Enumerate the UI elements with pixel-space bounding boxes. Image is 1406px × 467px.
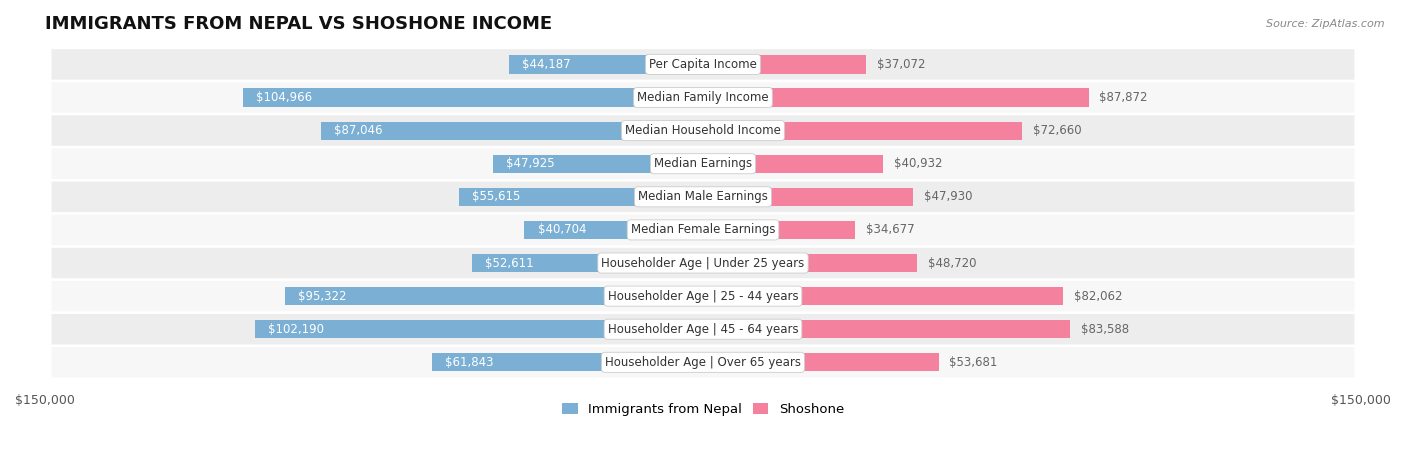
FancyBboxPatch shape — [52, 149, 1354, 179]
Text: $40,704: $40,704 — [537, 223, 586, 236]
Bar — [703, 155, 883, 173]
Bar — [703, 221, 855, 239]
Text: Per Capita Income: Per Capita Income — [650, 58, 756, 71]
Text: $48,720: $48,720 — [928, 256, 976, 269]
Text: Median Household Income: Median Household Income — [626, 124, 780, 137]
Text: $83,588: $83,588 — [1081, 323, 1129, 336]
Bar — [321, 121, 703, 140]
Text: Median Family Income: Median Family Income — [637, 91, 769, 104]
Bar — [703, 188, 914, 206]
Bar — [703, 287, 1063, 305]
Text: $61,843: $61,843 — [444, 356, 494, 369]
Bar — [703, 55, 866, 73]
Text: Median Male Earnings: Median Male Earnings — [638, 191, 768, 203]
Text: Median Female Earnings: Median Female Earnings — [631, 223, 775, 236]
Text: $47,930: $47,930 — [924, 191, 973, 203]
Text: Householder Age | Over 65 years: Householder Age | Over 65 years — [605, 356, 801, 369]
Bar — [492, 155, 703, 173]
Bar — [703, 254, 917, 272]
Text: $52,611: $52,611 — [485, 256, 534, 269]
Text: $87,872: $87,872 — [1099, 91, 1147, 104]
FancyBboxPatch shape — [52, 182, 1354, 212]
Text: $104,966: $104,966 — [256, 91, 312, 104]
FancyBboxPatch shape — [52, 215, 1354, 245]
Text: $34,677: $34,677 — [866, 223, 915, 236]
FancyBboxPatch shape — [52, 314, 1354, 345]
Bar — [254, 320, 703, 338]
Bar — [432, 353, 703, 371]
FancyBboxPatch shape — [52, 49, 1354, 80]
Bar — [703, 353, 938, 371]
Text: $37,072: $37,072 — [876, 58, 925, 71]
Bar — [285, 287, 703, 305]
Text: $82,062: $82,062 — [1074, 290, 1122, 303]
Bar — [703, 88, 1088, 106]
Bar — [472, 254, 703, 272]
Text: Householder Age | 25 - 44 years: Householder Age | 25 - 44 years — [607, 290, 799, 303]
FancyBboxPatch shape — [52, 82, 1354, 113]
Text: Median Earnings: Median Earnings — [654, 157, 752, 170]
FancyBboxPatch shape — [52, 115, 1354, 146]
Text: Source: ZipAtlas.com: Source: ZipAtlas.com — [1267, 19, 1385, 28]
Bar — [242, 88, 703, 106]
Text: $44,187: $44,187 — [522, 58, 571, 71]
Text: $95,322: $95,322 — [298, 290, 346, 303]
Text: Householder Age | Under 25 years: Householder Age | Under 25 years — [602, 256, 804, 269]
Bar — [524, 221, 703, 239]
Bar — [458, 188, 703, 206]
Text: $55,615: $55,615 — [472, 191, 520, 203]
Text: $72,660: $72,660 — [1033, 124, 1081, 137]
Text: $87,046: $87,046 — [335, 124, 382, 137]
Text: IMMIGRANTS FROM NEPAL VS SHOSHONE INCOME: IMMIGRANTS FROM NEPAL VS SHOSHONE INCOME — [45, 15, 553, 33]
Text: Householder Age | 45 - 64 years: Householder Age | 45 - 64 years — [607, 323, 799, 336]
Text: $47,925: $47,925 — [506, 157, 554, 170]
Text: $102,190: $102,190 — [269, 323, 323, 336]
Text: $40,932: $40,932 — [894, 157, 942, 170]
Legend: Immigrants from Nepal, Shoshone: Immigrants from Nepal, Shoshone — [557, 398, 849, 422]
Text: $53,681: $53,681 — [949, 356, 998, 369]
Bar — [703, 320, 1070, 338]
FancyBboxPatch shape — [52, 248, 1354, 278]
Bar — [509, 55, 703, 73]
Bar — [703, 121, 1022, 140]
FancyBboxPatch shape — [52, 281, 1354, 311]
FancyBboxPatch shape — [52, 347, 1354, 377]
